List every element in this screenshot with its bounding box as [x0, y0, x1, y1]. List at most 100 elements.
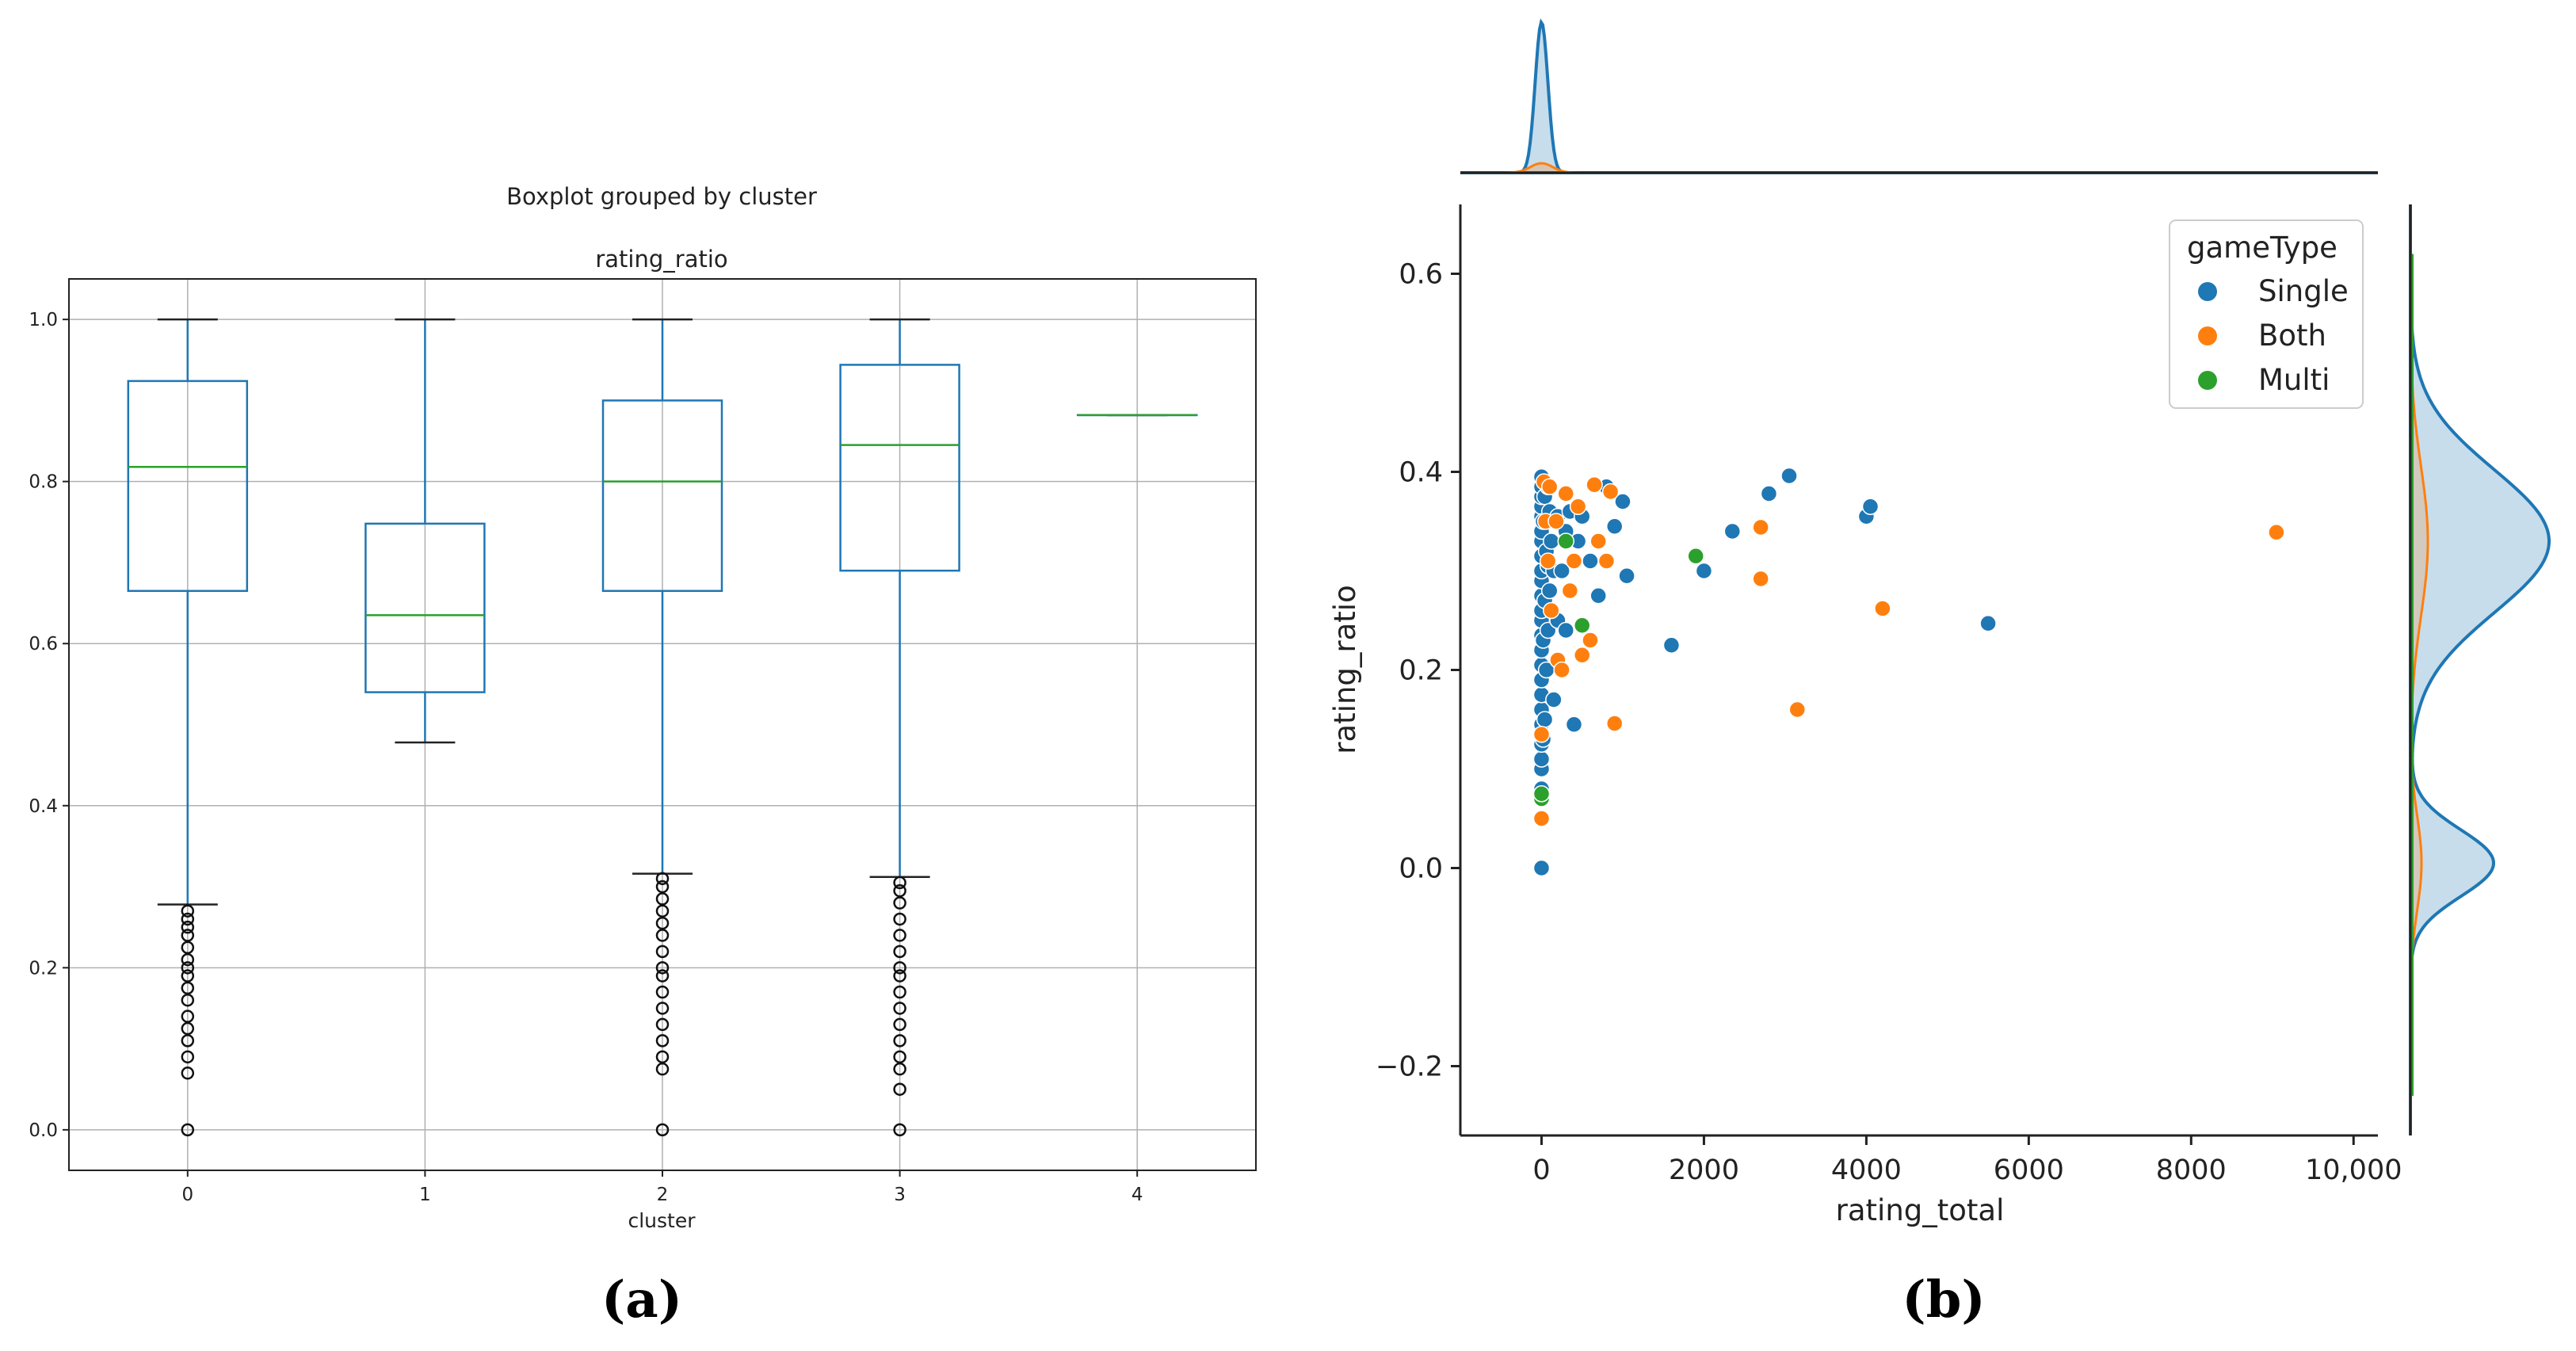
scatter-point-single: [1565, 716, 1583, 733]
outlier-point: [181, 1021, 195, 1036]
legend-frame: [2169, 219, 2364, 409]
y-tick-label: 0.8: [29, 472, 58, 493]
top-kde-fill: [1460, 18, 2378, 174]
scatter-point-both: [1569, 498, 1587, 515]
y-tick-label: 1.0: [29, 310, 58, 330]
scatter-point-both: [1605, 715, 1624, 732]
y-tick-label: 0.4: [29, 796, 58, 817]
scatter-point-single: [1557, 621, 1574, 639]
scatter-point-both: [1548, 513, 1565, 530]
outlier-point: [893, 961, 906, 975]
x-tick-label: 0: [181, 1185, 193, 1205]
outlier-point: [893, 1082, 906, 1096]
outlier-point: [655, 1017, 670, 1032]
outlier-point: [893, 1062, 906, 1076]
outlier-point: [181, 1067, 195, 1080]
scatter-point-multi: [1532, 785, 1551, 803]
scatter-point-both: [1565, 552, 1583, 570]
scatter-point-single: [1760, 485, 1778, 502]
x-tick-label: 10,000: [2305, 1154, 2402, 1186]
scatter-point-single: [1605, 517, 1624, 535]
scatter-point-single: [1582, 552, 1599, 570]
right-kde-both: [2409, 314, 2429, 1040]
scatter-point-both: [1539, 552, 1557, 570]
scatter-point-single: [1979, 615, 1997, 632]
x-tick-label: 0: [1532, 1154, 1550, 1186]
outlier-point: [655, 961, 670, 975]
outlier-point: [893, 1034, 906, 1048]
outlier-point: [181, 1123, 195, 1137]
outlier-point: [893, 912, 906, 926]
outlier-point: [655, 904, 670, 918]
legend: gameType Single Both Multi: [2169, 219, 2364, 409]
scatter-point-both: [1532, 810, 1551, 827]
box-iqr: [601, 399, 723, 592]
outlier-point: [893, 896, 906, 910]
outlier-point: [181, 993, 195, 1007]
legend-label-multi: Multi: [2258, 363, 2330, 397]
outlier-point: [893, 883, 906, 898]
scatter-point-both: [1532, 726, 1551, 743]
scatter-point-both: [1553, 661, 1570, 679]
scatter-point-both: [1752, 570, 1769, 588]
scatter-point-both: [1597, 552, 1616, 570]
outlier-point: [655, 945, 670, 959]
legend-marker-single: [2198, 282, 2217, 301]
outlier-point: [655, 1062, 670, 1076]
scatter-point-both: [1788, 700, 1807, 719]
scatter-point-multi: [1557, 532, 1574, 550]
boxplot-y-ticks: 0.0 0.2 0.4 0.6 0.8 1.0: [29, 310, 69, 1141]
scatter-point-single: [1618, 567, 1635, 585]
outlier-point: [893, 945, 906, 959]
boxplot-title: rating_ratio: [595, 246, 727, 273]
scatter-point-both: [1573, 647, 1591, 664]
legend-title: gameType: [2187, 231, 2337, 265]
outlier-point: [181, 904, 195, 918]
x-tick-label: 2: [657, 1185, 669, 1205]
y-tick-label: 0.2: [1399, 655, 1443, 687]
scatter-y-ticks: −0.2 0.0 0.2 0.4 0.6: [1376, 259, 1460, 1083]
scatter-point-both: [1543, 601, 1560, 620]
y-tick-label: 0.6: [1399, 259, 1443, 291]
outlier-point: [181, 920, 195, 934]
box-iqr: [364, 522, 486, 693]
outlier-point: [181, 929, 195, 942]
outlier-point: [655, 916, 670, 930]
y-tick-label: 0.6: [29, 634, 58, 655]
outlier-point: [893, 1002, 906, 1015]
scatter-point-single: [1695, 562, 1713, 580]
y-tick-label: 0.4: [1399, 457, 1443, 489]
x-tick-label: 3: [894, 1185, 906, 1205]
outlier-point: [893, 985, 906, 999]
scatter-point-both: [1540, 478, 1559, 495]
scatter-point-single: [1589, 587, 1607, 605]
scatter-point-single: [1532, 859, 1551, 877]
y-tick-label: 0.0: [1399, 853, 1443, 885]
scatter-point-single: [1553, 562, 1570, 580]
outlier-point: [181, 1050, 195, 1064]
scatter-point-single: [1614, 493, 1631, 510]
box-iqr: [127, 380, 249, 592]
scatter-point-both: [1561, 582, 1579, 600]
y-tick-label: 0.0: [29, 1120, 58, 1141]
outlier-point: [181, 1034, 195, 1048]
outlier-point: [655, 985, 670, 999]
outlier-point: [181, 912, 195, 926]
outlier-point: [655, 929, 670, 942]
scatter-point-single: [1543, 532, 1560, 550]
outlier-point: [181, 1009, 195, 1023]
outlier-point: [181, 941, 195, 954]
boxplot-suptitle: Boxplot grouped by cluster: [506, 183, 817, 210]
outlier-point: [181, 969, 195, 983]
outlier-point: [655, 892, 670, 906]
boxplot-x-ticks: 0 1 2 3 4: [181, 1170, 1143, 1205]
x-tick-label: 4000: [1831, 1154, 1902, 1186]
scatter-point-both: [1586, 476, 1603, 494]
outlier-point: [181, 981, 195, 995]
outlier-point: [655, 872, 670, 886]
scatter-point-single: [1545, 691, 1563, 708]
scatter-point-multi: [1573, 616, 1591, 634]
right-marginal-kde: [2409, 204, 2551, 1135]
outlier-point: [893, 969, 906, 983]
x-tick-label: 4: [1132, 1185, 1143, 1205]
